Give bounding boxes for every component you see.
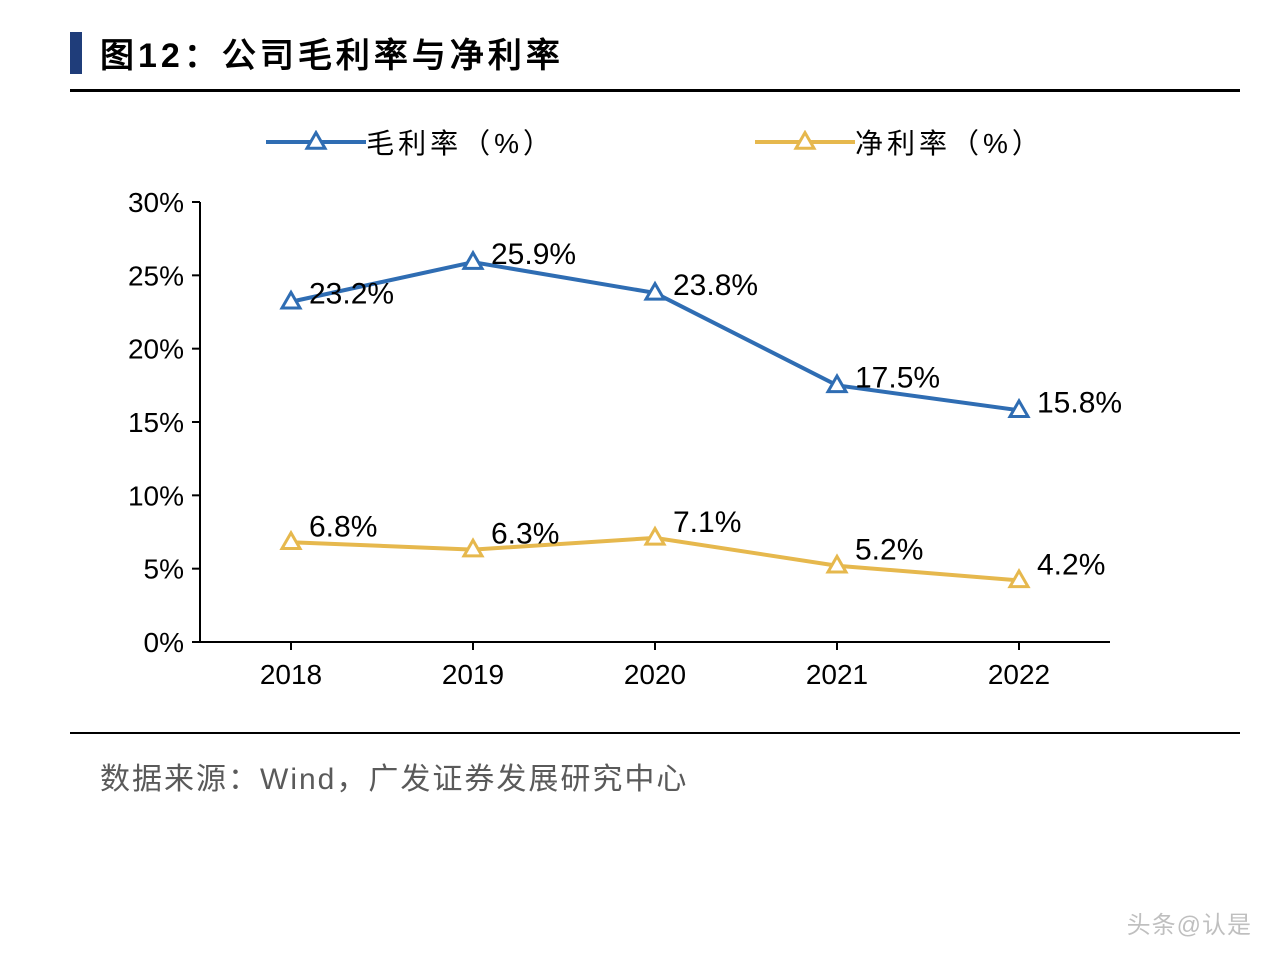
data-label: 15.8% <box>1037 386 1122 419</box>
title-accent-bar <box>70 32 82 74</box>
watermark: 头条@认是 <box>1127 905 1252 940</box>
x-tick-label: 2018 <box>260 659 322 690</box>
legend-marker-icon <box>755 130 855 154</box>
data-label: 6.3% <box>491 518 559 551</box>
chart-title-row: 图12：公司毛利率与净利率 <box>70 28 1240 92</box>
chart-title: 图12：公司毛利率与净利率 <box>100 28 564 77</box>
y-tick-label: 30% <box>128 187 184 218</box>
x-tick-label: 2019 <box>442 659 504 690</box>
y-tick-label: 20% <box>128 334 184 365</box>
data-label: 23.8% <box>673 269 758 302</box>
data-label: 17.5% <box>855 361 940 394</box>
x-tick-label: 2022 <box>988 659 1050 690</box>
data-label: 6.8% <box>309 510 377 543</box>
legend-item-gross-margin: 毛利率（%） <box>266 122 555 162</box>
legend: 毛利率（%） 净利率（%） <box>70 122 1240 162</box>
data-label: 7.1% <box>673 506 741 539</box>
plot-area: 0% 5% 10% 15% 20% 25% 30% 2018 2019 2020 2021 2022 2… <box>90 182 1210 702</box>
x-tick-label: 2020 <box>624 659 686 690</box>
y-tick-label: 15% <box>128 407 184 438</box>
legend-label: 毛利率（%） <box>366 122 555 162</box>
y-tick-label: 10% <box>128 480 184 511</box>
chart-container: 图12：公司毛利率与净利率 毛利率（%） 净利率（%） 0% 5% 10% 15% 20… <box>70 28 1240 798</box>
y-tick-label: 25% <box>128 260 184 291</box>
y-tick-label: 0% <box>144 627 184 658</box>
x-tick-label: 2021 <box>806 659 868 690</box>
data-label: 25.9% <box>491 238 576 271</box>
legend-marker-icon <box>266 130 366 154</box>
y-tick-label: 5% <box>144 554 184 585</box>
data-source: 数据来源：Wind，广发证券发展研究中心 <box>70 732 1240 798</box>
line-chart-svg: 0% 5% 10% 15% 20% 25% 30% 2018 2019 2020 2021 2022 2… <box>90 182 1210 702</box>
legend-label: 净利率（%） <box>855 122 1044 162</box>
data-label: 4.2% <box>1037 548 1105 581</box>
legend-item-net-margin: 净利率（%） <box>755 122 1044 162</box>
data-label: 5.2% <box>855 534 923 567</box>
data-label: 23.2% <box>309 278 394 311</box>
